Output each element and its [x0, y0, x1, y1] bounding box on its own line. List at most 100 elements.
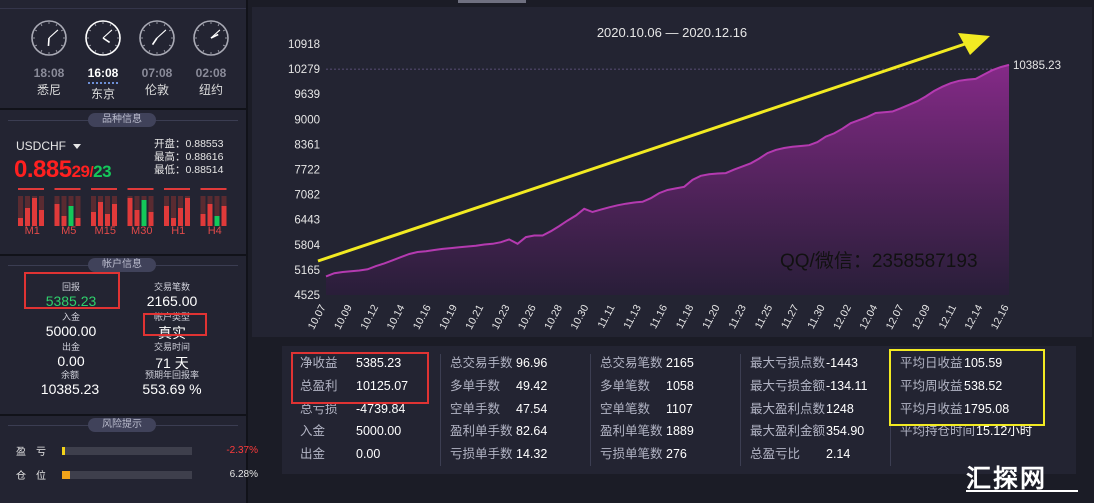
- annual-return-label: 预期年回报率: [144, 370, 199, 380]
- stat-label: 最大盈利点数: [750, 401, 826, 416]
- clock-time: 16:08: [87, 66, 119, 80]
- signal-bar: [178, 208, 183, 226]
- x-tick-label: 11.11: [595, 303, 617, 331]
- stat-row: 亏损单笔数 276: [600, 443, 694, 466]
- hour-hand: [102, 37, 111, 44]
- x-tick-label: 12.11: [937, 303, 960, 331]
- timeframe-tab[interactable]: H4: [207, 225, 222, 237]
- watermark-underline: [966, 490, 1078, 492]
- stat-value: 105.59: [964, 356, 1003, 370]
- y-tick-label: 10918: [288, 39, 320, 51]
- stat-label: 最大亏损点数: [750, 356, 826, 370]
- symbol-selector[interactable]: USDCHF: [16, 139, 81, 153]
- signal-bar: [32, 198, 37, 226]
- equity-line: [325, 63, 1010, 278]
- clock-city: 纽约: [198, 83, 223, 97]
- signal-bar: [18, 218, 23, 226]
- minute-hand: [48, 29, 59, 39]
- x-tick-label: 12.02: [831, 303, 854, 332]
- signal-bar: [39, 210, 44, 226]
- account-type-label: 帐户类型: [153, 312, 190, 322]
- stat-label: 平均周收益: [900, 378, 963, 393]
- position-risk-row: 仓 位 6.28%: [16, 467, 258, 482]
- stat-row: 盈利单笔数 1889: [600, 420, 694, 443]
- clock-rim: [139, 20, 175, 56]
- stat-label: 空单手数: [450, 401, 501, 416]
- stat-row: 总亏损 -4739.84: [300, 398, 408, 421]
- clock-tick: [148, 23, 151, 27]
- risk-value: -2.37%: [226, 445, 258, 456]
- trend-arrow-shaft: [317, 41, 969, 263]
- timeframe-tab[interactable]: H1: [171, 225, 186, 237]
- stat-value: -134.11: [826, 378, 868, 393]
- clock-tick: [114, 44, 118, 47]
- x-tick-label: 10.14: [385, 303, 408, 332]
- clock-tick: [217, 23, 220, 27]
- clock-tick: [40, 23, 43, 27]
- stat-value: 1248: [826, 401, 854, 416]
- trade-time-cell: 交易时间 71 天: [132, 340, 212, 373]
- signal-bar-bg: [200, 196, 206, 226]
- y-tick-label: 8361: [294, 139, 320, 151]
- stat-label: 平均持仓时间: [900, 424, 976, 439]
- clock-tokyo: 16:08 东京: [76, 9, 130, 108]
- deposit-value: 5000.00: [45, 323, 97, 339]
- stat-label: 多单手数: [450, 378, 501, 393]
- return-label: 回报: [61, 282, 80, 292]
- deposit-label: 入金: [61, 312, 80, 322]
- timeframe-tab[interactable]: M1: [24, 225, 40, 237]
- stat-label: 平均月收益: [900, 401, 963, 416]
- clock-time: 07:08: [141, 66, 173, 80]
- clock-tick: [114, 29, 118, 32]
- clock-tick: [88, 29, 92, 32]
- clock-city: 伦敦: [144, 83, 169, 97]
- timeframe-tab[interactable]: M5: [61, 225, 77, 237]
- signal-bar-bg: [18, 196, 23, 226]
- signal-bar: [54, 204, 60, 226]
- signal-bar: [214, 216, 220, 226]
- stat-value: 47.54: [516, 401, 548, 416]
- clock-tick: [34, 29, 38, 32]
- deposit-cell: 入金 5000.00: [26, 310, 116, 339]
- price-main: 0.885: [14, 156, 72, 183]
- y-tick-label: 6443: [294, 215, 320, 227]
- clock-icon: [139, 20, 175, 56]
- stat-value: 276: [666, 447, 687, 462]
- high-price: 最高：0.88616: [154, 151, 224, 163]
- stat-row: 平均周收益538.52: [900, 375, 1032, 398]
- minute-hand: [156, 29, 167, 39]
- withdraw-value: 0.00: [57, 353, 85, 369]
- hour-hand: [151, 37, 158, 46]
- timeframe-tabs: M1 M5 M15 M30 H1 H4: [14, 225, 236, 237]
- signal-bar: [68, 206, 74, 226]
- x-tick-label: 11.27: [779, 303, 802, 331]
- stat-label: 出金: [300, 447, 326, 462]
- stat-value: 5000.00: [356, 424, 402, 439]
- clock-tick: [142, 29, 146, 32]
- open-price: 开盘：0.88553: [154, 138, 224, 150]
- timeframe-signal-bars: [18, 188, 227, 226]
- stat-label: 总盈亏比: [750, 447, 801, 462]
- chart-title: 2020.10.06 — 2020.12.16: [597, 25, 747, 40]
- clock-rim: [85, 20, 121, 56]
- equity-chart: 2020.10.06 — 2020.12.16 4525 5165 5804 6443 7…: [288, 25, 1061, 332]
- highlight-box: [24, 272, 120, 309]
- timeframe-tab[interactable]: M15: [94, 225, 116, 237]
- stat-label: 亏损单手数: [450, 447, 513, 462]
- column-divider: [440, 354, 441, 466]
- stat-value: 1107: [666, 401, 693, 416]
- timeframe-tab[interactable]: M30: [131, 225, 153, 237]
- stat-row: 最大亏损金额-134.11: [750, 375, 867, 398]
- signal-bar: [25, 208, 30, 226]
- signal-bar: [105, 214, 110, 226]
- trades-label: 交易笔数: [153, 282, 190, 292]
- stat-label: 空单笔数: [600, 401, 651, 416]
- stat-label: 入金: [300, 424, 326, 439]
- top-tab-indicator[interactable]: [458, 0, 526, 3]
- stat-value: -4739.84: [356, 401, 406, 416]
- risk-panel: 风险提示 盈 亏 -2.37% 仓 位 6.28%: [0, 417, 258, 503]
- clock-sydney: 18:08 悉尼: [22, 9, 76, 108]
- column-divider: [590, 354, 591, 466]
- signal-bar-bg: [75, 196, 81, 226]
- clock-tick: [109, 49, 112, 53]
